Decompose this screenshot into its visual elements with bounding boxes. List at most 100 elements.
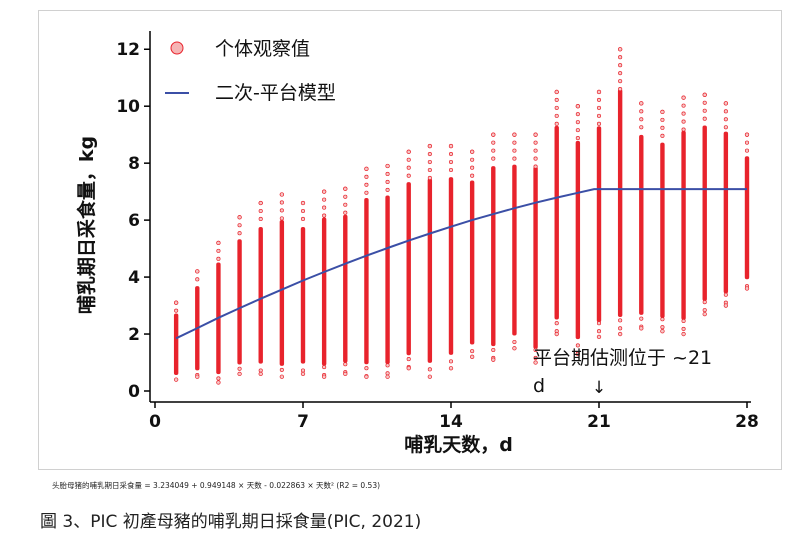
chart-svg: 0 2 4 6 8 10 12 0 7 14 21 28 哺乳期日采食量，kg 哺乳天数，d 个体观… [75,31,759,456]
observation-point [279,208,284,213]
observation-point [702,100,707,105]
observation-point [216,376,221,381]
observation-point [364,182,369,187]
observation-point [533,148,538,153]
legend-label-model: 二次-平台模型 [215,82,336,104]
observation-column [681,130,686,320]
observation-point [702,116,707,121]
observation-point [279,216,284,221]
observation-point [216,248,221,253]
observation-point [512,140,517,145]
x-tick-label: 7 [297,412,309,432]
observation-point [406,366,411,371]
observation-point [470,349,475,354]
observation-point [596,113,602,118]
observation-point [533,360,538,365]
observation-column [343,214,348,363]
observation-point [364,190,369,195]
observation-point [448,167,454,173]
x-tick-label: 21 [587,412,611,432]
observation-column [639,134,644,315]
regression-equation: 头胎母猪的哺乳期日采食量 = 3.234049 + 0.949148 × 天数 … [52,481,381,490]
observation-point [195,269,200,274]
observation-point [639,316,644,321]
observation-column [554,125,559,320]
observation-point [427,367,432,372]
observation-point [279,200,284,205]
annotation-text-line2: d [533,375,545,397]
observation-point [660,117,665,122]
observation-point [237,371,242,377]
observation-point [406,173,411,178]
observation-point [618,79,623,84]
observation-point [681,127,686,132]
observation-column [279,220,285,366]
observation-point [617,331,623,337]
observation-point [702,92,707,97]
observation-point [448,159,454,165]
observation-point [237,231,242,236]
observation-point [469,354,475,359]
observation-point [258,200,263,206]
observation-point [702,300,707,305]
observation-point [406,357,411,362]
observation-point [279,374,285,379]
observation-column [258,226,263,364]
observation-point [237,215,242,220]
observation-point [216,380,221,385]
observation-point [554,105,559,110]
observation-point [237,223,242,228]
observation-point [195,374,200,379]
observation-point [554,97,559,102]
observation-point [639,326,644,331]
observation-point [618,63,623,68]
observation-point [533,132,538,137]
observation-column [723,131,729,294]
observation-point [343,210,348,215]
observation-point [660,317,665,322]
observation-point [618,55,623,60]
observation-point [427,175,432,181]
observation-point [195,277,200,282]
observation-point [343,362,348,367]
observation-point [618,318,623,323]
observation-point [744,286,750,291]
x-axis-label: 哺乳天数，d [404,433,513,456]
observation-point [596,321,602,326]
annotation-text-line1: 平台期估测位于 ~21 [533,347,712,369]
observation-point [258,368,263,373]
plateau-annotation: 平台期估测位于 ~21 d ↓ [533,347,712,398]
observation-point [364,174,369,179]
annotation-arrow: ↓ [592,378,606,398]
observation-point [237,366,242,371]
observation-point [660,329,665,334]
observation-column [427,178,433,363]
observation-point [469,149,475,154]
observation-point [596,121,602,126]
observation-point [491,347,496,353]
observation-point [427,159,432,165]
legend-marker-observations [170,41,184,55]
observation-point [491,140,496,145]
observation-point [216,256,221,261]
observation-point [300,371,306,377]
observation-point [681,318,686,323]
observation-point [660,133,665,138]
observation-point [596,334,602,340]
observation-column [491,166,496,347]
observation-point [385,371,390,376]
observation-point [596,329,602,334]
observation-column [744,156,750,280]
observation-point [300,200,306,206]
observation-point [512,339,517,345]
observation-point [343,202,348,207]
observation-point [448,151,454,157]
observation-column [660,142,665,319]
y-tick-label: 4 [128,268,140,288]
observation-column [617,89,623,317]
observation-column [512,164,517,336]
observation-column [237,239,242,365]
observation-point [723,303,729,308]
observation-point [448,359,454,364]
observation-point [385,171,390,177]
